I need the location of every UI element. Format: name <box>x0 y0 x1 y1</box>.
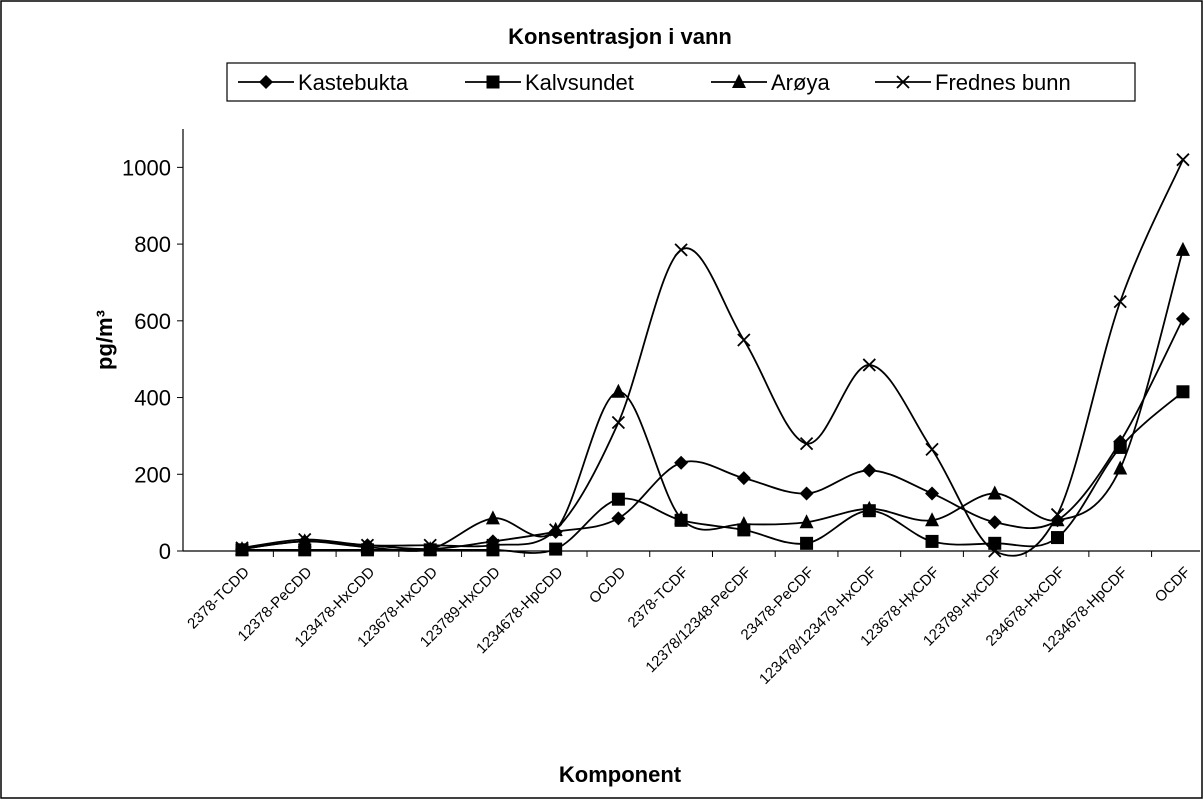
marker <box>799 514 814 529</box>
marker <box>925 534 939 548</box>
marker <box>736 471 751 486</box>
marker <box>259 75 273 89</box>
y-tick-label: 600 <box>134 309 171 334</box>
y-tick-label: 1000 <box>122 155 171 180</box>
marker <box>298 532 312 547</box>
marker <box>1113 294 1127 309</box>
marker <box>862 358 876 372</box>
series-line <box>242 391 1184 554</box>
marker <box>732 74 746 88</box>
marker <box>674 510 689 525</box>
marker <box>486 75 500 89</box>
y-tick-label: 800 <box>134 232 171 257</box>
marker <box>486 543 500 557</box>
marker <box>611 383 626 398</box>
marker <box>674 455 689 470</box>
marker <box>988 544 1002 558</box>
marker <box>360 538 375 552</box>
marker <box>549 523 563 537</box>
marker <box>925 442 939 456</box>
marker <box>987 485 1002 500</box>
marker <box>862 463 877 478</box>
marker <box>925 486 940 501</box>
marker <box>423 538 437 552</box>
marker <box>1176 153 1190 167</box>
legend-label: Kastebukta <box>298 70 409 95</box>
legend-box <box>226 62 1136 102</box>
marker <box>1113 460 1128 475</box>
marker <box>611 492 625 506</box>
marker <box>799 436 814 451</box>
marker <box>485 510 500 525</box>
marker <box>674 243 688 257</box>
marker <box>486 538 500 552</box>
marker <box>987 515 1002 530</box>
marker <box>800 536 814 550</box>
legend-label: Frednes bunn <box>935 70 1071 95</box>
legend-label: Arøya <box>771 70 830 95</box>
marker <box>799 486 814 501</box>
marker <box>1175 311 1190 326</box>
y-axis-title: pg/m³ <box>92 310 117 370</box>
marker <box>737 333 751 347</box>
marker <box>1050 531 1064 545</box>
marker <box>1176 385 1190 399</box>
marker <box>896 75 910 89</box>
marker <box>862 500 877 515</box>
marker <box>1050 507 1065 522</box>
marker <box>235 541 249 555</box>
y-tick-label: 400 <box>134 386 171 411</box>
marker <box>549 542 563 556</box>
marker <box>423 541 438 556</box>
marker <box>1113 440 1127 454</box>
legend-label: Kalvsundet <box>525 70 634 95</box>
marker <box>611 415 626 430</box>
chart-title: Konsentrasjon i vann <box>508 24 732 49</box>
marker <box>925 512 940 527</box>
y-tick-label: 0 <box>159 539 171 564</box>
marker <box>1175 241 1190 256</box>
marker <box>611 511 626 526</box>
y-tick-label: 200 <box>134 462 171 487</box>
marker <box>736 516 751 531</box>
x-axis-title: Komponent <box>559 762 682 787</box>
